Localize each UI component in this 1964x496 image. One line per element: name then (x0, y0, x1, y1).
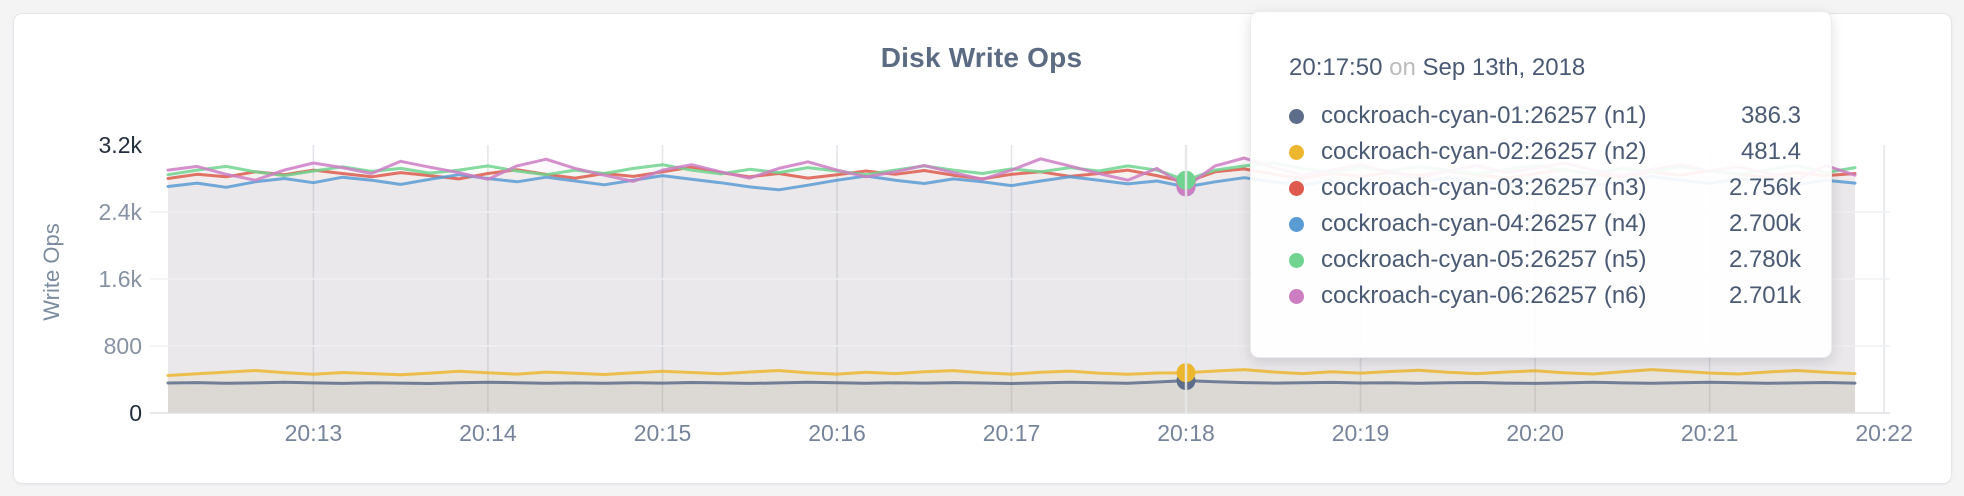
x-tick-label: 20:18 (1157, 420, 1215, 446)
series-line-n2 (166, 368, 1857, 377)
tooltip-series-name: cockroach-cyan-06:26257 (n6) (1321, 282, 1647, 309)
series-color-dot-icon (1289, 108, 1304, 124)
series-color-dot-icon (1289, 288, 1304, 304)
x-tick-label: 20:17 (983, 420, 1041, 446)
x-tick-label: 20:13 (285, 420, 343, 446)
tooltip-row: cockroach-cyan-01:26257 (n1) 386.3 (1289, 98, 1801, 134)
tooltip-series-value: 2.756k (1728, 174, 1801, 201)
y-tick-label: 800 (104, 333, 142, 359)
chart-title: Disk Write Ops (880, 42, 1083, 73)
tooltip-series-value: 481.4 (1740, 138, 1801, 165)
series-color-dot-icon (1289, 180, 1304, 196)
y-tick-label: 0 (129, 400, 142, 426)
series-area-n1 (168, 380, 1855, 413)
tooltip-rows: cockroach-cyan-01:26257 (n1) 386.3 cockroa… (1289, 98, 1801, 314)
x-tick-label: 20:14 (459, 420, 517, 446)
y-tick-label: 2.4k (99, 199, 143, 225)
tooltip-header: 20:17:50 on Sep 13th, 2018 (1289, 54, 1801, 82)
x-tick-label: 20:16 (808, 420, 866, 446)
x-tick-label: 20:20 (1506, 420, 1564, 446)
tooltip-date: Sep 13th, 2018 (1422, 54, 1586, 81)
tooltip-series-value: 386.3 (1740, 102, 1801, 129)
hover-marker (1176, 145, 1196, 413)
series-color-dot-icon (1289, 144, 1304, 160)
x-tick-label: 20:19 (1332, 420, 1390, 446)
tooltip-series-value: 2.780k (1728, 246, 1801, 273)
tooltip-series-value: 2.700k (1728, 210, 1801, 237)
tooltip-row: cockroach-cyan-03:26257 (n3) 2.756k (1289, 170, 1801, 206)
series-color-dot-icon (1289, 216, 1304, 232)
chart-tooltip: 20:17:50 on Sep 13th, 2018 cockroach-cya… (1250, 11, 1832, 358)
tooltip-series-name: cockroach-cyan-04:26257 (n4) (1321, 210, 1647, 237)
x-tick-label: 20:21 (1681, 420, 1739, 446)
series-line-n1 (166, 379, 1857, 385)
y-tick-label: 1.6k (99, 266, 143, 292)
x-tick-label: 20:15 (634, 420, 692, 446)
y-axis-tick-labels: 3.2k 2.4k 1.6k 800 0 (99, 132, 143, 426)
tooltip-series-name: cockroach-cyan-03:26257 (n3) (1321, 174, 1647, 201)
tooltip-series-name: cockroach-cyan-02:26257 (n2) (1321, 138, 1647, 165)
tooltip-time: 20:17:50 (1289, 54, 1383, 81)
x-axis-tick-labels: 20:13 20:14 20:15 20:16 20:17 20:18 20:19 20:20… (285, 420, 1913, 446)
y-axis-label: Write Ops (39, 223, 64, 321)
tooltip-row: cockroach-cyan-05:26257 (n5) 2.780k (1289, 242, 1801, 278)
tooltip-series-value: 2.701k (1728, 282, 1801, 309)
tooltip-row: cockroach-cyan-06:26257 (n6) 2.701k (1289, 278, 1801, 314)
tooltip-series-name: cockroach-cyan-01:26257 (n1) (1321, 102, 1647, 129)
series-area-n2 (168, 369, 1855, 413)
series-color-dot-icon (1289, 252, 1304, 268)
x-tick-label: 20:22 (1855, 420, 1913, 446)
tooltip-row: cockroach-cyan-04:26257 (n4) 2.700k (1289, 206, 1801, 242)
tooltip-series-name: cockroach-cyan-05:26257 (n5) (1321, 246, 1647, 273)
y-tick-label: 3.2k (99, 132, 143, 158)
tooltip-separator: on (1389, 54, 1416, 81)
tooltip-row: cockroach-cyan-02:26257 (n2) 481.4 (1289, 134, 1801, 170)
